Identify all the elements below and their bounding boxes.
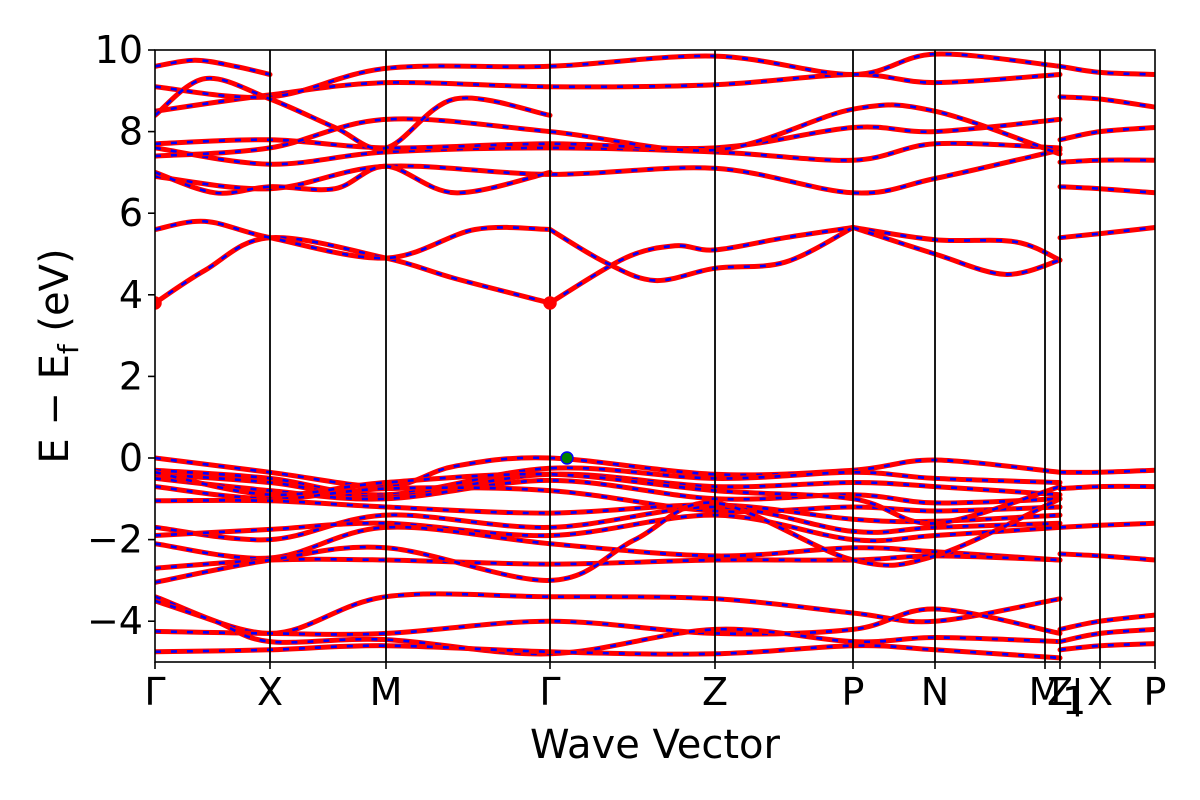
band-line-11 [155,102,1063,159]
band-line-dashed-6 [1059,226,1155,239]
band-line-27 [155,469,1063,526]
y-axis-label: E − Ef (eV) [32,248,85,463]
band-lines [155,51,1155,661]
band-line-dashed-41 [1059,613,1155,631]
x-tick-label-0: Γ [144,670,165,714]
band-line-dashed-19 [1059,95,1155,109]
band-line-dashed-4 [852,226,1061,262]
y-tick-label-5: 0 [119,436,143,480]
band-line-22 [155,465,1063,498]
high-symmetry-lines [269,50,1101,662]
x-tick-label-extra-0: 1 [1062,679,1086,723]
y-axis-label-main: E − E [32,354,78,464]
x-tick-label-8: Z [1047,670,1073,714]
y-tick-label-3: 4 [119,273,143,317]
band-line-dashed-35 [1059,522,1155,529]
x-tick-label-5: P [842,670,865,714]
y-tick-label-0: 10 [95,28,143,72]
plot-frame [154,49,1156,663]
y-tick-label-4: 2 [119,354,143,398]
band-line-4 [850,225,1063,263]
band-line-dashed-10 [155,118,1061,150]
marker-cbm-0 [155,296,162,310]
band-line-dashed-20 [1059,65,1155,76]
y-tick-label-1: 8 [119,110,143,154]
band-line-dashed-2 [549,226,854,305]
band-line-dashed-1 [155,219,551,260]
band-line-14 [155,75,553,152]
band-line-29 [155,512,1063,544]
band-line-dashed-15 [155,58,271,76]
band-line-dashed-12 [155,73,1061,113]
x-tick-label-7: M [1029,670,1062,714]
band-line-dashed-40 [155,644,1061,660]
x-tick-label-3: Γ [539,670,560,714]
band-line-dashed-37 [155,592,1061,635]
band-line-dashed-7 [155,148,1061,195]
band-line-37 [155,591,1063,636]
x-tick-label-2: M [370,670,403,714]
x-tick-label-10: P [1144,670,1167,714]
y-tick-label-2: 6 [119,191,143,235]
x-tick-label-4: Z [702,670,728,714]
y-axis-label-unit: (eV) [32,248,78,344]
band-line-dashed-17 [1059,158,1155,164]
band-line-dashed-5 [852,226,1061,276]
band-line-38 [155,606,1063,637]
band-line-13 [155,51,1063,100]
band-line-8 [155,163,553,196]
x-axis-ticks: Γ X M Γ Z P N MZ X P1| [144,662,1166,723]
y-axis-label-subscript: f [52,343,85,354]
band-line-dashed-16 [1059,185,1155,195]
band-line-2 [547,225,856,306]
band-line-28 [155,504,1063,543]
band-line-dashed-25 [155,485,1061,513]
band-line-dashed-36 [1059,552,1155,562]
marker-vbm-2 [560,451,574,465]
band-line-dashed-31 [155,554,1061,570]
band-edge-markers [155,296,574,465]
band-line-dashed-0 [155,236,551,305]
y-axis-ticks: 10 8 6 4 2 0 −2 −4 [87,28,155,643]
band-line-0 [155,235,553,306]
marker-cbm-1 [543,296,557,310]
band-line-dashed-32 [155,497,1061,584]
x-tick-label-9: X [1087,670,1113,714]
band-line-dashed-33 [1059,468,1155,474]
y-tick-label-7: −4 [87,599,143,643]
x-tick-label-1: X [257,670,283,714]
x-tick-label-extra-1: | [1071,672,1084,717]
x-tick-label-6: N [921,670,949,714]
band-line-dashed-34 [1059,485,1155,490]
band-line-dashed-18 [1059,126,1155,142]
x-axis-label: Wave Vector [530,722,781,768]
y-tick-label-6: −2 [87,518,143,562]
band-line-dashed-3 [549,226,854,282]
band-line-dashed-42 [1059,628,1155,643]
band-line-dashed-43 [1059,642,1155,652]
